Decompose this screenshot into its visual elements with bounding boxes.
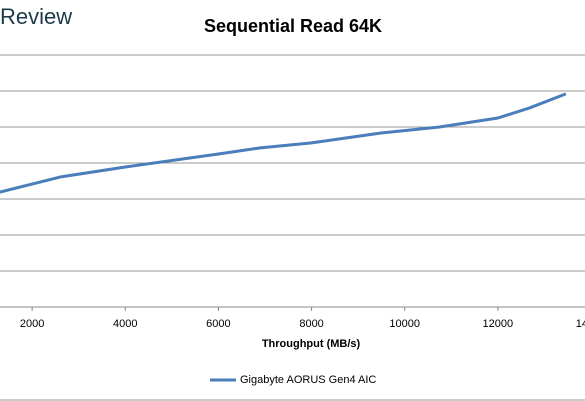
x-tick-label: 12000 [483, 318, 514, 330]
legend-label: Gigabyte AORUS Gen4 AIC [240, 374, 376, 386]
chart-title: Sequential Read 64K [204, 16, 382, 36]
x-tick-label: 2000 [20, 318, 44, 330]
x-tick-label: 10000 [389, 318, 420, 330]
x-tick-label: 6000 [206, 318, 230, 330]
x-tick-label: 4000 [113, 318, 137, 330]
x-tick-label: 8000 [299, 318, 323, 330]
x-axis-label: Throughput (MB/s) [262, 338, 361, 350]
watermark: Review [0, 4, 72, 29]
data-line [0, 92, 567, 194]
x-tick-label: 14000 [576, 318, 585, 330]
